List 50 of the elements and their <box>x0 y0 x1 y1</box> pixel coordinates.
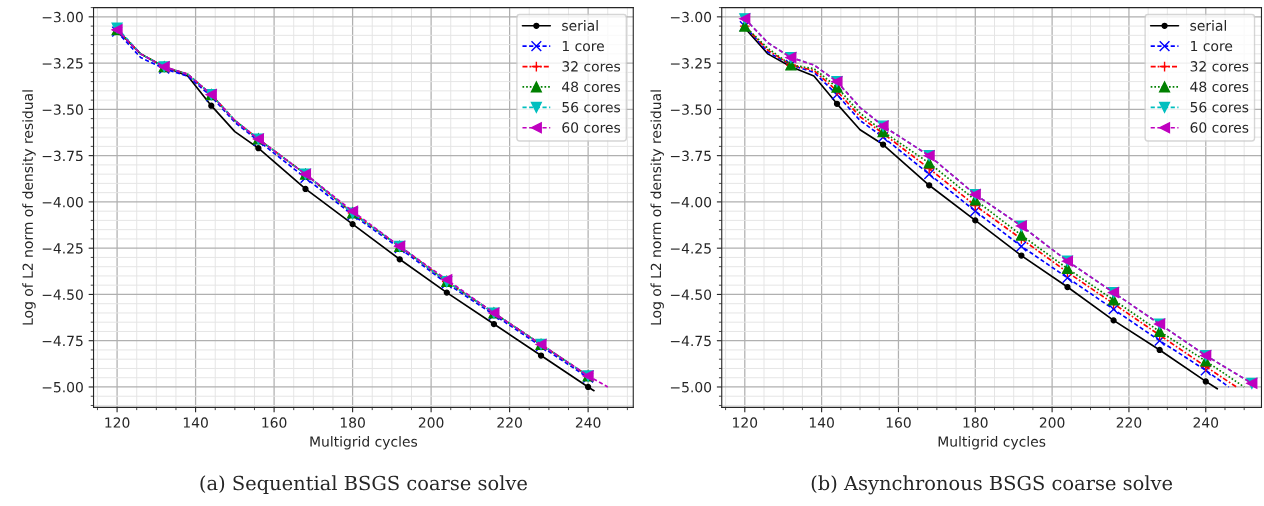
legend-label: serial <box>562 20 598 31</box>
y-tick-label: −4.50 <box>670 289 712 300</box>
y-tick-label: −4.00 <box>670 196 712 208</box>
x-tick-label: 200 <box>418 417 444 428</box>
legend-label: 1 core <box>562 40 604 52</box>
y-tick-label: −3.50 <box>42 104 83 115</box>
x-tick-label: 140 <box>809 417 834 428</box>
y-tick-label: −5.00 <box>42 381 83 393</box>
y-tick-label: −3.75 <box>670 150 711 162</box>
x-tick-label: 160 <box>886 417 911 428</box>
y-tick-label: −3.00 <box>670 11 712 23</box>
y-tick-label: −4.75 <box>670 335 711 347</box>
x-tick-label: 180 <box>963 417 988 428</box>
x-tick-label: 240 <box>575 417 601 428</box>
legend-label: serial <box>1190 20 1226 31</box>
x-tick-label: 180 <box>340 417 365 428</box>
y-axis-title: Log of L2 norm of density residual <box>22 90 36 325</box>
x-axis-title: Multigrid cycles <box>310 436 418 450</box>
x-tick-label: 120 <box>105 417 130 428</box>
legend-label: 1 core <box>1191 40 1233 52</box>
x-tick-label: 220 <box>1116 417 1142 428</box>
x-tick-label: 120 <box>733 417 758 428</box>
legend-label: 48 cores <box>1190 81 1249 92</box>
y-tick-label: −4.00 <box>42 196 83 208</box>
y-tick-label: −3.25 <box>42 58 83 69</box>
x-tick-label: 200 <box>1039 417 1065 428</box>
legend-label: 60 cores <box>1190 122 1249 133</box>
x-axis-title: Multigrid cycles <box>938 436 1046 450</box>
y-tick-label: −5.00 <box>670 381 712 393</box>
y-tick-label: −4.25 <box>670 243 711 254</box>
y-tick-label: −3.75 <box>42 150 83 162</box>
y-tick-label: −4.25 <box>42 243 83 254</box>
x-tick-label: 220 <box>497 417 522 428</box>
y-axis-title: Log of L2 norm of density residual <box>650 90 664 325</box>
legend-label: 56 cores <box>562 101 621 113</box>
legend-label: 32 cores <box>1190 61 1249 72</box>
y-tick-label: −3.00 <box>42 11 83 23</box>
x-tick-label: 140 <box>183 417 208 428</box>
text: (b) Asynchronous BSGS coarse solve <box>811 475 1173 495</box>
y-tick-label: −4.75 <box>42 335 83 347</box>
y-tick-label: −4.50 <box>42 289 83 300</box>
legend-label: 32 cores <box>562 61 621 72</box>
text: (a) Sequential BSGS coarse solve <box>200 475 527 495</box>
y-tick-label: −3.25 <box>670 58 711 69</box>
legend-label: 56 cores <box>1190 101 1249 113</box>
x-tick-label: 240 <box>1193 417 1219 428</box>
x-tick-label: 160 <box>262 417 287 428</box>
legend-label: 48 cores <box>562 81 621 92</box>
legend-label: 60 cores <box>562 122 621 133</box>
y-tick-label: −3.50 <box>670 104 712 115</box>
